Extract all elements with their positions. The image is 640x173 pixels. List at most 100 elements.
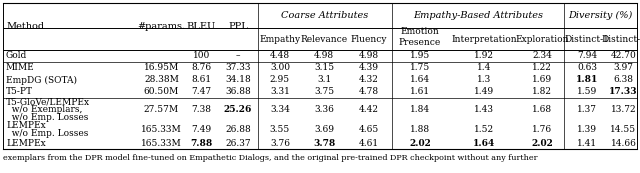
Text: 16.95M: 16.95M [144,63,179,72]
Text: 1.95: 1.95 [410,52,430,61]
Text: 3.55: 3.55 [270,125,290,134]
Bar [3,3,637,149]
Text: 1.75: 1.75 [410,63,430,72]
Text: 1.3: 1.3 [477,75,491,84]
Text: 4.78: 4.78 [359,88,379,97]
Text: –: – [236,52,240,61]
Text: Empathy: Empathy [259,34,301,43]
Text: Distinct-2: Distinct-2 [601,34,640,43]
Text: Method: Method [6,22,44,31]
Text: Distinct-1: Distinct-1 [564,34,609,43]
Text: 7.94: 7.94 [577,52,597,61]
Text: 4.98: 4.98 [314,52,334,61]
Text: 1.59: 1.59 [577,88,597,97]
Text: 36.88: 36.88 [225,88,251,97]
Text: EmpDG (SOTA): EmpDG (SOTA) [6,75,77,85]
Text: 3.1: 3.1 [317,75,331,84]
Text: Gold: Gold [6,52,28,61]
Text: 4.42: 4.42 [359,105,379,114]
Text: 7.88: 7.88 [190,139,212,148]
Text: 1.37: 1.37 [577,105,597,114]
Text: MIME: MIME [6,63,35,72]
Text: 1.84: 1.84 [410,105,430,114]
Text: 4.98: 4.98 [359,52,379,61]
Text: 3.34: 3.34 [270,105,290,114]
Text: 0.63: 0.63 [577,63,597,72]
Text: 1.61: 1.61 [410,88,430,97]
Text: Fluency: Fluency [351,34,387,43]
Text: 1.88: 1.88 [410,125,430,134]
Text: 26.37: 26.37 [225,139,251,148]
Text: 4.39: 4.39 [359,63,379,72]
Text: LEMPEx: LEMPEx [6,139,45,148]
Text: 6.38: 6.38 [614,75,634,84]
Text: 1.64: 1.64 [473,139,495,148]
Text: 1.69: 1.69 [532,75,552,84]
Text: 1.43: 1.43 [474,105,494,114]
Text: 4.32: 4.32 [359,75,379,84]
Text: 14.55: 14.55 [611,125,637,134]
Text: 3.75: 3.75 [314,88,334,97]
Text: 14.66: 14.66 [611,139,636,148]
Text: 100: 100 [193,52,210,61]
Text: Relevance: Relevance [300,34,348,43]
Text: 1.82: 1.82 [532,88,552,97]
Text: exemplars from the DPR model fine-tuned on Empathetic Dialogs, and the original : exemplars from the DPR model fine-tuned … [3,154,538,162]
Text: 3.69: 3.69 [314,125,334,134]
Text: PPL: PPL [228,22,248,31]
Text: 8.76: 8.76 [191,63,212,72]
Text: 1.49: 1.49 [474,88,494,97]
Text: 1.39: 1.39 [577,125,597,134]
Text: 1.81: 1.81 [576,75,598,84]
Text: 28.38M: 28.38M [144,75,179,84]
Text: 27.57M: 27.57M [144,105,179,114]
Text: 13.72: 13.72 [611,105,636,114]
Text: 34.18: 34.18 [225,75,251,84]
Text: 2.34: 2.34 [532,52,552,61]
Text: w/o Exemplars,: w/o Exemplars, [6,105,83,114]
Text: 1.76: 1.76 [532,125,552,134]
Text: T5-GloVe/LEMPEx: T5-GloVe/LEMPEx [6,98,90,107]
Text: Diversity (%): Diversity (%) [568,11,632,20]
Text: Coarse Attributes: Coarse Attributes [282,11,369,20]
Text: 37.33: 37.33 [225,63,251,72]
Text: w/o Emp. Losses: w/o Emp. Losses [6,129,88,138]
Text: #params.: #params. [138,22,186,31]
Text: 2.02: 2.02 [409,139,431,148]
Text: 3.15: 3.15 [314,63,334,72]
Text: 8.61: 8.61 [191,75,212,84]
Text: 3.31: 3.31 [270,88,290,97]
Text: 4.61: 4.61 [359,139,379,148]
Text: 3.00: 3.00 [270,63,290,72]
Text: 1.41: 1.41 [577,139,597,148]
Text: Exploration: Exploration [515,34,569,43]
Text: Emotion
Presence: Emotion Presence [399,27,441,47]
Text: 1.52: 1.52 [474,125,494,134]
Text: 1.4: 1.4 [477,63,491,72]
Text: 165.33M: 165.33M [141,139,182,148]
Text: LEMPEx: LEMPEx [6,121,45,130]
Text: 7.49: 7.49 [191,125,212,134]
Text: 165.33M: 165.33M [141,125,182,134]
Text: T5-PT: T5-PT [6,88,33,97]
Text: 26.88: 26.88 [225,125,251,134]
Text: 7.38: 7.38 [191,105,211,114]
Text: BLEU: BLEU [187,22,216,31]
Text: 7.47: 7.47 [191,88,212,97]
Text: w/o Emp. Losses: w/o Emp. Losses [6,113,88,122]
Text: 1.68: 1.68 [532,105,552,114]
Text: 42.70: 42.70 [611,52,636,61]
Text: Empathy-Based Attributes: Empathy-Based Attributes [413,11,543,20]
Text: 1.22: 1.22 [532,63,552,72]
Text: 60.50M: 60.50M [144,88,179,97]
Text: Interpretation: Interpretation [451,34,517,43]
Text: 17.33: 17.33 [609,88,638,97]
Text: 2.95: 2.95 [270,75,290,84]
Text: 1.92: 1.92 [474,52,494,61]
Text: 1.64: 1.64 [410,75,430,84]
Text: 2.02: 2.02 [531,139,553,148]
Text: 3.78: 3.78 [313,139,335,148]
Text: 25.26: 25.26 [224,105,252,114]
Text: 4.48: 4.48 [270,52,290,61]
Text: 3.76: 3.76 [270,139,290,148]
